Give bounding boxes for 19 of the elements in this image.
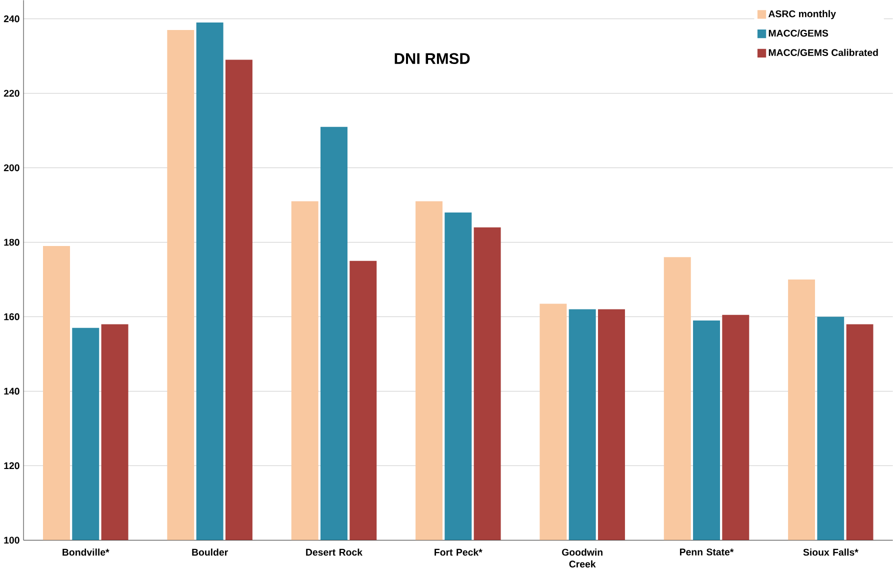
x-tick-label: Sioux Falls* [803, 548, 858, 556]
x-tick-label: Desert Rock [306, 548, 363, 556]
y-tick-label: 100 [4, 536, 20, 544]
x-tick-label: Boulder [192, 548, 228, 556]
y-tick-label: 160 [4, 313, 20, 320]
y-tick-label: 220 [4, 90, 20, 97]
legend-label: MACC/GEMS Calibrated [768, 48, 878, 56]
y-tick-label: 200 [4, 164, 20, 172]
y-tick-label: 180 [4, 238, 20, 246]
x-tick-label: Goodwin Creek [562, 548, 602, 568]
x-tick-label: Penn State* [680, 548, 734, 556]
legend-label: ASRC monthly [768, 10, 836, 20]
x-tick-label: Fort Peck* [434, 548, 482, 556]
text: DNI RMSD [394, 53, 470, 64]
x-tick-label: Bondville* [62, 548, 110, 556]
y-tick-label: 140 [4, 388, 20, 395]
y-tick-label: 120 [4, 462, 20, 470]
y-tick-label: 240 [4, 15, 20, 22]
legend-label: MACC/GEMS [768, 29, 828, 37]
